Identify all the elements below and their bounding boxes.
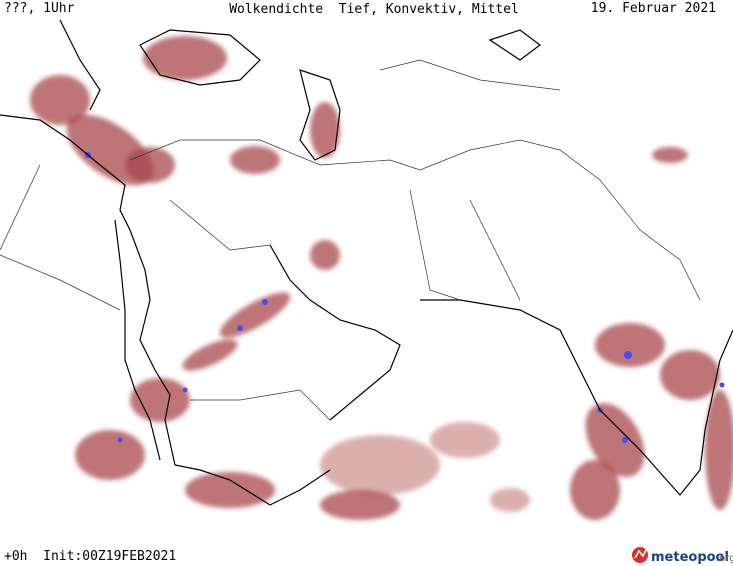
logo-text: meteopool [651,550,729,565]
init-label: +0h Init:00Z19FEB2021 [4,549,176,564]
run-label: ???, 1Uhr [4,1,75,16]
borders [0,59,701,421]
map-date: 19. Februar 2021 [591,1,716,16]
footer-strip [0,526,733,566]
cloud-layer [30,36,733,520]
logo: meteopool .org [632,547,733,565]
map-title: Wolkendichte Tief, Konvektiv, Mittel [229,2,519,17]
logo-suffix: .org [716,553,733,564]
coastlines [0,19,733,506]
